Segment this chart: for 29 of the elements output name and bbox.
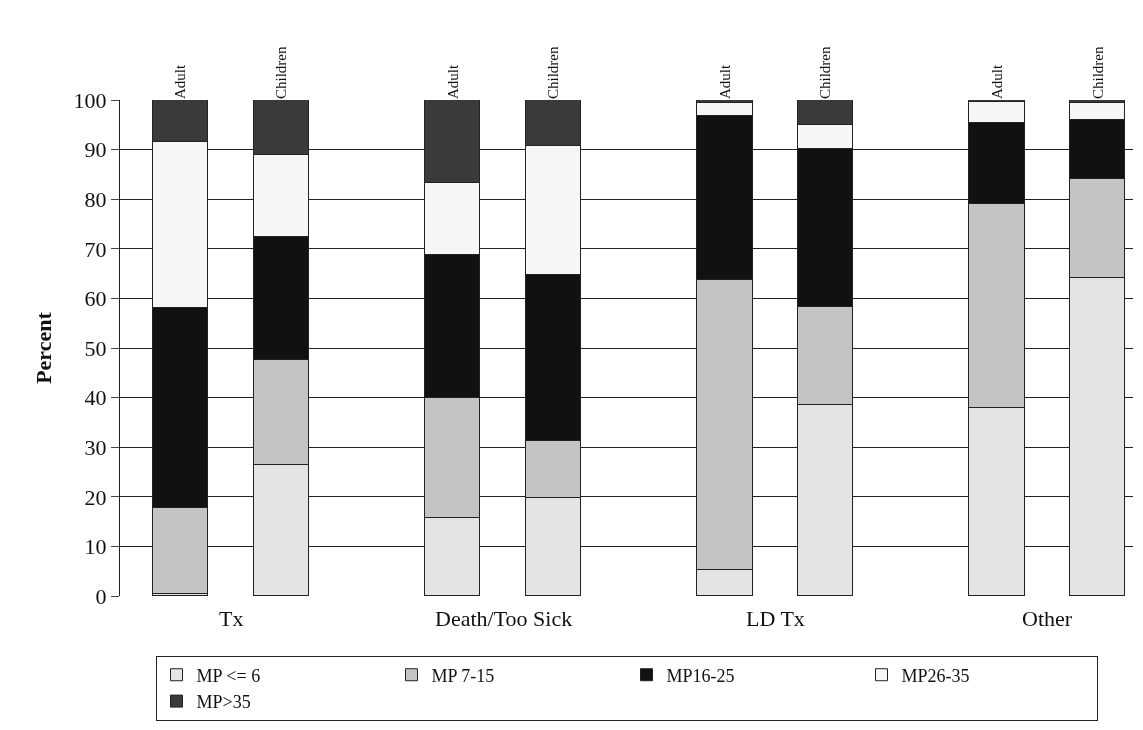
y-tick-label: 40 bbox=[84, 385, 107, 411]
text: Death/Too Sick bbox=[435, 606, 573, 631]
x-tick-label: Adult bbox=[172, 64, 189, 99]
legend-label: MP16-25 bbox=[666, 665, 735, 686]
text: Other bbox=[1022, 606, 1073, 631]
y-tick-label: 20 bbox=[84, 484, 107, 510]
y-tick-label: 60 bbox=[84, 286, 107, 312]
legend-label: MP <= 6 bbox=[196, 665, 261, 686]
y-tick-label: 90 bbox=[84, 137, 107, 163]
x-tick-label: Adult bbox=[444, 64, 461, 99]
x-tick-label: Adult bbox=[988, 64, 1005, 99]
y-tick-label: 30 bbox=[84, 434, 107, 460]
x-tick-label: Children bbox=[273, 46, 290, 99]
y-tick-label: 100 bbox=[73, 87, 107, 113]
x-tick-label: Adult bbox=[716, 64, 733, 99]
x-tick-label: Children bbox=[1089, 46, 1106, 99]
legend-label: MP>35 bbox=[196, 692, 251, 713]
y-tick-label: 80 bbox=[84, 186, 107, 212]
y-tick-label: 50 bbox=[84, 335, 107, 361]
y-tick-label: 10 bbox=[84, 534, 107, 560]
legend-label: MP 7-15 bbox=[431, 665, 495, 686]
y-tick-label: 70 bbox=[84, 236, 107, 262]
y-tick-label: 0 bbox=[95, 583, 107, 609]
y-axis-title: Percent bbox=[31, 311, 57, 384]
text: LD Tx bbox=[746, 606, 805, 631]
legend-label: MP26-35 bbox=[901, 665, 970, 686]
x-tick-label: Children bbox=[545, 46, 562, 99]
text: Tx bbox=[219, 606, 244, 631]
x-tick-label: Children bbox=[817, 46, 834, 99]
